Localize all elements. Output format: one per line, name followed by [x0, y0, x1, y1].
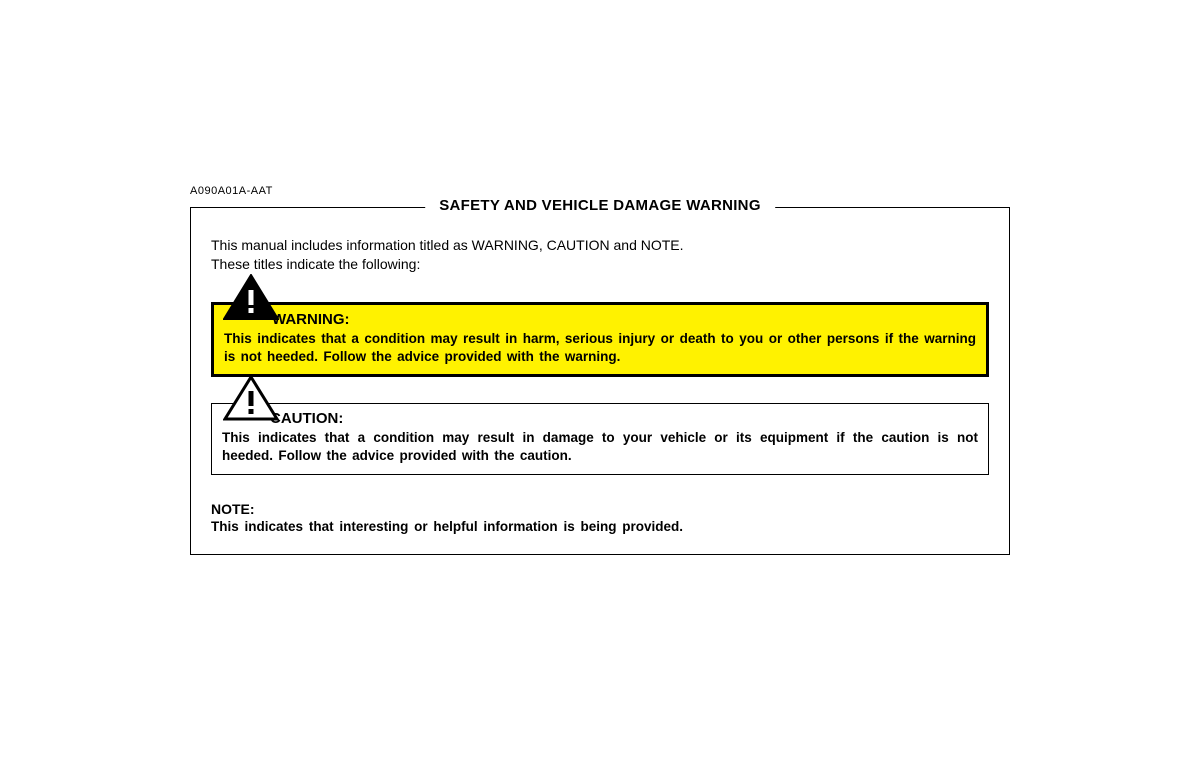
note-body: This indicates that interesting or helpf… — [211, 519, 989, 534]
warning-triangle-icon — [223, 274, 279, 320]
warning-body: This indicates that a condition may resu… — [224, 330, 976, 366]
warning-block: WARNING: This indicates that a condition… — [211, 302, 989, 377]
warning-title: WARNING: — [272, 311, 976, 328]
frame-title: SAFETY AND VEHICLE DAMAGE WARNING — [425, 197, 775, 214]
note-title: NOTE: — [211, 501, 989, 517]
intro-line: These titles indicate the following: — [211, 255, 989, 274]
safety-frame: SAFETY AND VEHICLE DAMAGE WARNING This m… — [190, 207, 1010, 555]
warning-callout: WARNING: This indicates that a condition… — [211, 302, 989, 377]
intro-line: This manual includes information titled … — [211, 236, 989, 255]
caution-callout: CAUTION: This indicates that a condition… — [211, 403, 989, 474]
note-block: NOTE: This indicates that interesting or… — [211, 501, 989, 534]
intro-text: This manual includes information titled … — [211, 236, 989, 274]
caution-triangle-icon — [223, 375, 279, 421]
manual-page: A090A01A-AAT SAFETY AND VEHICLE DAMAGE W… — [190, 185, 1010, 555]
caution-body: This indicates that a condition may resu… — [222, 429, 978, 465]
caution-title: CAUTION: — [270, 410, 978, 427]
caution-block: CAUTION: This indicates that a condition… — [211, 403, 989, 474]
document-code: A090A01A-AAT — [190, 185, 1010, 197]
